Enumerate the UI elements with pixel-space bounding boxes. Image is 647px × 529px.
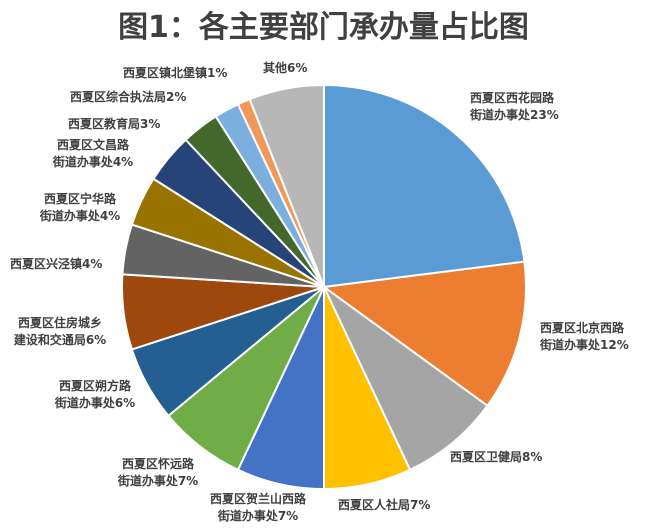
slice-label: 其他6% [263, 60, 307, 75]
slice-label: 西夏区宁华路街道办事处4% [39, 191, 120, 223]
pie-slice [248, 83, 325, 288]
slice-label: 西夏区卫健局8% [450, 449, 542, 464]
slice-label: 西夏区镇北堡镇1% [123, 65, 227, 80]
slice-label: 西夏区文昌路街道办事处4% [52, 137, 133, 169]
slice-label: 西夏区人社局7% [338, 497, 430, 512]
pie-slice [321, 260, 527, 408]
slice-label: 西夏区怀远路街道办事处7% [117, 456, 198, 488]
slice-label: 西夏区教育局3% [68, 116, 160, 131]
slice-label: 西夏区综合执法局2% [70, 89, 186, 104]
slice-label: 西夏区北京西路街道办事处12% [539, 320, 629, 352]
chart-title: 图1：各主要部门承办量占比图 [118, 10, 529, 45]
pie-slice [323, 286, 489, 472]
slice-label: 西夏区贺兰山西路街道办事处7% [210, 491, 307, 523]
slice-label: 西夏区西花园路街道办事处23% [469, 90, 559, 122]
slice-label: 西夏区兴泾镇4% [10, 256, 102, 271]
slice-label: 西夏区朔方路街道办事处6% [54, 378, 135, 410]
slice-label: 西夏区住房城乡建设和交通局6% [13, 315, 106, 347]
pie-slice [323, 83, 526, 289]
